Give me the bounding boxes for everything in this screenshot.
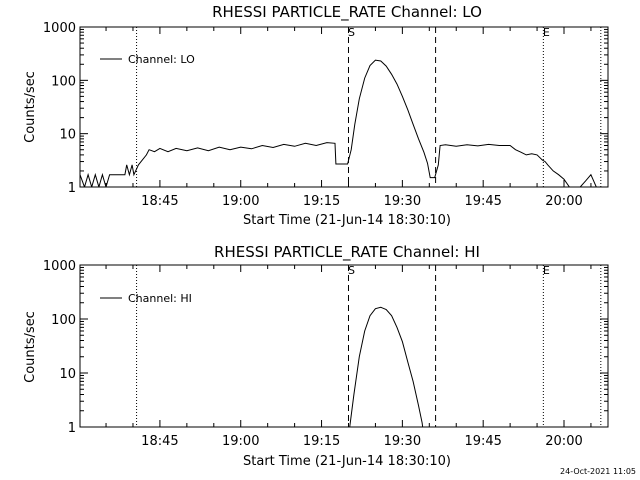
- x-axis: 18:45 19:00 19:15 19:30 19:45 20:00: [105, 27, 592, 209]
- y-tick-label: 1: [68, 181, 76, 196]
- chart-title: RHESSI PARTICLE_RATE Channel: HI: [214, 243, 480, 262]
- timestamp: 24-Oct-2021 11:05: [560, 467, 636, 476]
- legend: Channel: HI: [100, 292, 192, 305]
- plot-frame: [79, 264, 609, 428]
- y-tick-label: 100: [51, 74, 76, 89]
- y-tick-label: 10: [59, 367, 76, 382]
- x-tick-label: 19:00: [222, 434, 259, 449]
- chart-panel-hi: RHESSI PARTICLE_RATE Channel: HI 18:45 19…: [23, 243, 609, 469]
- chart-title: RHESSI PARTICLE_RATE Channel: LO: [212, 3, 482, 22]
- x-tick-label: 19:45: [464, 434, 501, 449]
- event-marker-label: S: [348, 26, 355, 39]
- y-tick-label: 10: [59, 128, 76, 143]
- x-tick-label: 20:00: [545, 194, 582, 209]
- y-axis: 1 10 100 1000: [43, 259, 608, 436]
- x-tick-label: 19:15: [303, 194, 340, 209]
- y-axis: 1 10 100 1000: [43, 21, 608, 196]
- y-axis-label: Counts/sec: [23, 311, 38, 383]
- event-marker-label: E: [543, 264, 550, 277]
- legend: Channel: LO: [100, 53, 195, 66]
- x-axis: 18:45 19:00 19:15 19:30 19:45 20:00: [105, 265, 592, 449]
- series-line-lo: [80, 59, 597, 187]
- y-tick-label: 100: [51, 313, 76, 328]
- y-tick-label: 1000: [43, 259, 76, 274]
- event-marker-label: S: [348, 264, 355, 277]
- x-tick-label: 20:00: [545, 434, 582, 449]
- series-line-hi: [349, 306, 424, 427]
- y-axis-label: Counts/sec: [23, 71, 38, 143]
- x-tick-label: 19:30: [384, 434, 421, 449]
- plot-frame: [79, 26, 609, 188]
- x-axis-label: Start Time (21-Jun-14 18:30:10): [243, 454, 451, 469]
- chart-panel-lo: RHESSI PARTICLE_RATE Channel: LO 18:45 19…: [23, 3, 609, 228]
- x-axis-label: Start Time (21-Jun-14 18:30:10): [243, 213, 451, 228]
- x-tick-label: 18:45: [141, 434, 178, 449]
- event-marker-label: E: [543, 26, 550, 39]
- x-tick-label: 19:30: [384, 194, 421, 209]
- y-tick-label: 1000: [43, 21, 76, 36]
- x-tick-label: 18:45: [141, 194, 178, 209]
- legend-label: Channel: LO: [128, 53, 195, 66]
- x-tick-label: 19:15: [303, 434, 340, 449]
- y-tick-label: 1: [68, 421, 76, 436]
- legend-label: Channel: HI: [128, 292, 192, 305]
- x-tick-label: 19:00: [222, 194, 259, 209]
- x-tick-label: 19:45: [464, 194, 501, 209]
